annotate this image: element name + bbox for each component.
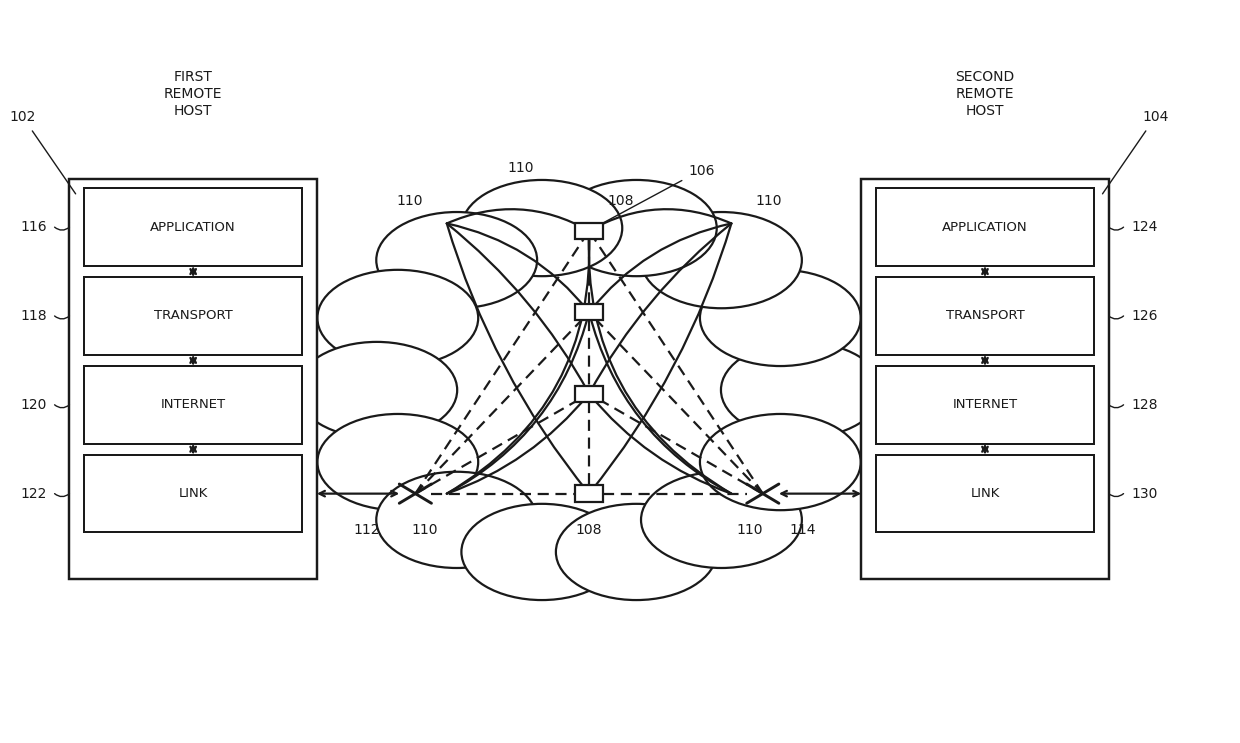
Text: 110: 110 — [507, 160, 534, 175]
Bar — [575, 304, 603, 320]
Bar — [575, 485, 603, 502]
Text: 128: 128 — [1131, 398, 1157, 412]
Bar — [69, 179, 317, 579]
Bar — [84, 277, 303, 355]
Text: 108: 108 — [608, 194, 634, 208]
Circle shape — [296, 342, 458, 438]
Circle shape — [461, 180, 622, 276]
Bar — [84, 366, 303, 444]
Text: 106: 106 — [688, 164, 714, 178]
Text: TRANSPORT: TRANSPORT — [946, 310, 1024, 322]
Text: INTERNET: INTERNET — [952, 398, 1018, 412]
Circle shape — [461, 504, 622, 600]
Text: 130: 130 — [1131, 487, 1157, 501]
Text: 120: 120 — [21, 398, 47, 412]
Circle shape — [556, 504, 717, 600]
Bar — [84, 455, 303, 533]
Text: LINK: LINK — [970, 487, 999, 500]
Circle shape — [317, 414, 479, 510]
Text: APPLICATION: APPLICATION — [150, 221, 236, 233]
Text: APPLICATION: APPLICATION — [942, 221, 1028, 233]
Bar — [84, 188, 303, 266]
Text: 104: 104 — [1142, 109, 1169, 123]
Text: 126: 126 — [1131, 309, 1157, 323]
Bar — [862, 179, 1109, 579]
Text: 112: 112 — [353, 523, 379, 537]
Circle shape — [556, 180, 717, 276]
Text: TRANSPORT: TRANSPORT — [154, 310, 233, 322]
Circle shape — [376, 472, 537, 568]
Bar — [877, 188, 1094, 266]
Bar — [575, 386, 603, 402]
Text: 110: 110 — [737, 523, 763, 537]
Text: 110: 110 — [755, 194, 781, 208]
Circle shape — [699, 270, 861, 366]
Bar — [575, 223, 603, 239]
Text: SECOND
REMOTE
HOST: SECOND REMOTE HOST — [955, 70, 1014, 118]
Text: LINK: LINK — [179, 487, 208, 500]
Text: INTERNET: INTERNET — [161, 398, 226, 412]
Circle shape — [641, 472, 802, 568]
Text: 124: 124 — [1131, 220, 1157, 234]
Bar — [877, 455, 1094, 533]
Text: 118: 118 — [21, 309, 47, 323]
Bar — [877, 277, 1094, 355]
Text: 122: 122 — [21, 487, 47, 501]
Text: 102: 102 — [9, 109, 36, 123]
Bar — [877, 366, 1094, 444]
Circle shape — [699, 414, 861, 510]
Text: 116: 116 — [21, 220, 47, 234]
Text: FIRST
REMOTE
HOST: FIRST REMOTE HOST — [164, 70, 222, 118]
Circle shape — [720, 342, 882, 438]
Text: 110: 110 — [412, 523, 438, 537]
Circle shape — [376, 212, 537, 308]
Text: 114: 114 — [790, 523, 816, 537]
Circle shape — [641, 212, 802, 308]
Text: 108: 108 — [575, 523, 603, 537]
Circle shape — [317, 270, 479, 366]
Text: 110: 110 — [397, 194, 423, 208]
